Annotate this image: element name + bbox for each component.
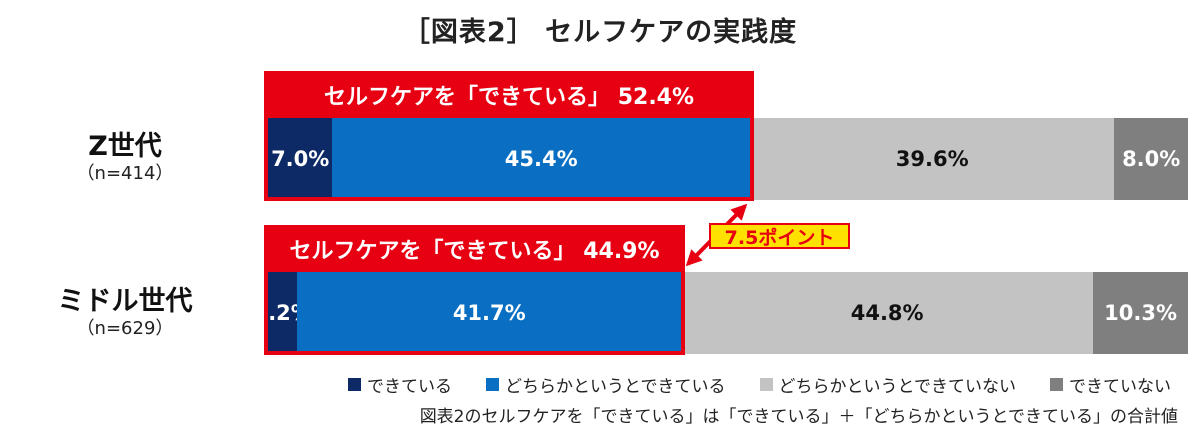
segment-dochiraka-dekiteinai: 44.8% <box>681 272 1094 354</box>
row-name: Z世代 <box>88 131 162 162</box>
segment-dekiteinai: 8.0% <box>1114 118 1188 200</box>
value-label: 10.3% <box>1104 301 1178 325</box>
legend-swatch <box>759 377 773 391</box>
legend-item: どちらかというとできている <box>486 372 726 397</box>
value-label: 41.7% <box>452 301 526 325</box>
legend-swatch <box>1050 377 1063 391</box>
legend-item: どちらかというとできていない <box>759 372 1017 397</box>
row-label-z: Z世代 （n=414） <box>40 131 210 185</box>
legend: できている どちらかというとできている どちらかというとできていない できていな… <box>348 372 1171 397</box>
segment-dekiteiru: 7.0% <box>268 118 333 200</box>
segment-dekiteiru: 3.2% <box>254 272 312 354</box>
difference-badge: 7.5ポイント <box>709 223 850 249</box>
value-label: 7.0% <box>271 147 330 171</box>
row-sample-size: （n=629） <box>76 318 174 339</box>
legend-label: できている <box>367 376 452 397</box>
value-label: 45.4% <box>504 147 578 171</box>
value-label: 39.6% <box>895 147 969 171</box>
legend-label: どちらかというとできている <box>505 376 726 397</box>
callout-label-z: セルフケアを「できている」 52.4% <box>264 71 755 118</box>
segment-dekiteinai: 10.3% <box>1093 272 1188 354</box>
segment-dochiraka-dekiteiru: 45.4% <box>332 118 751 200</box>
legend-swatch <box>486 377 499 391</box>
value-label: 8.0% <box>1122 147 1181 171</box>
row-label-middle: ミドル世代 （n=629） <box>40 286 210 340</box>
legend-swatch <box>348 377 361 391</box>
value-label: 44.8% <box>850 301 924 325</box>
bar-row-z: 7.0% 45.4% 39.6% 8.0% <box>268 118 1188 200</box>
legend-label: どちらかというとできていない <box>778 376 1017 397</box>
row-name: ミドル世代 <box>57 286 193 317</box>
legend-label: できていない <box>1069 376 1171 397</box>
segment-dochiraka-dekiteiru: 41.7% <box>297 272 682 354</box>
row-sample-size: （n=414） <box>76 163 174 184</box>
segment-dochiraka-dekiteinai: 39.6% <box>750 118 1115 200</box>
callout-label-middle: セルフケアを「できている」 44.9% <box>264 225 686 272</box>
legend-item: できている <box>348 372 452 397</box>
bar-row-middle: 3.2% 41.7% 44.8% 10.3% <box>254 272 1188 354</box>
chart-title: ［図表2］ セルフケアの実践度 <box>402 17 798 48</box>
legend-item: できていない <box>1050 372 1171 397</box>
footnote: 図表2のセルフケアを「できている」は「できている」＋「どちらかというとできている… <box>419 407 1178 427</box>
